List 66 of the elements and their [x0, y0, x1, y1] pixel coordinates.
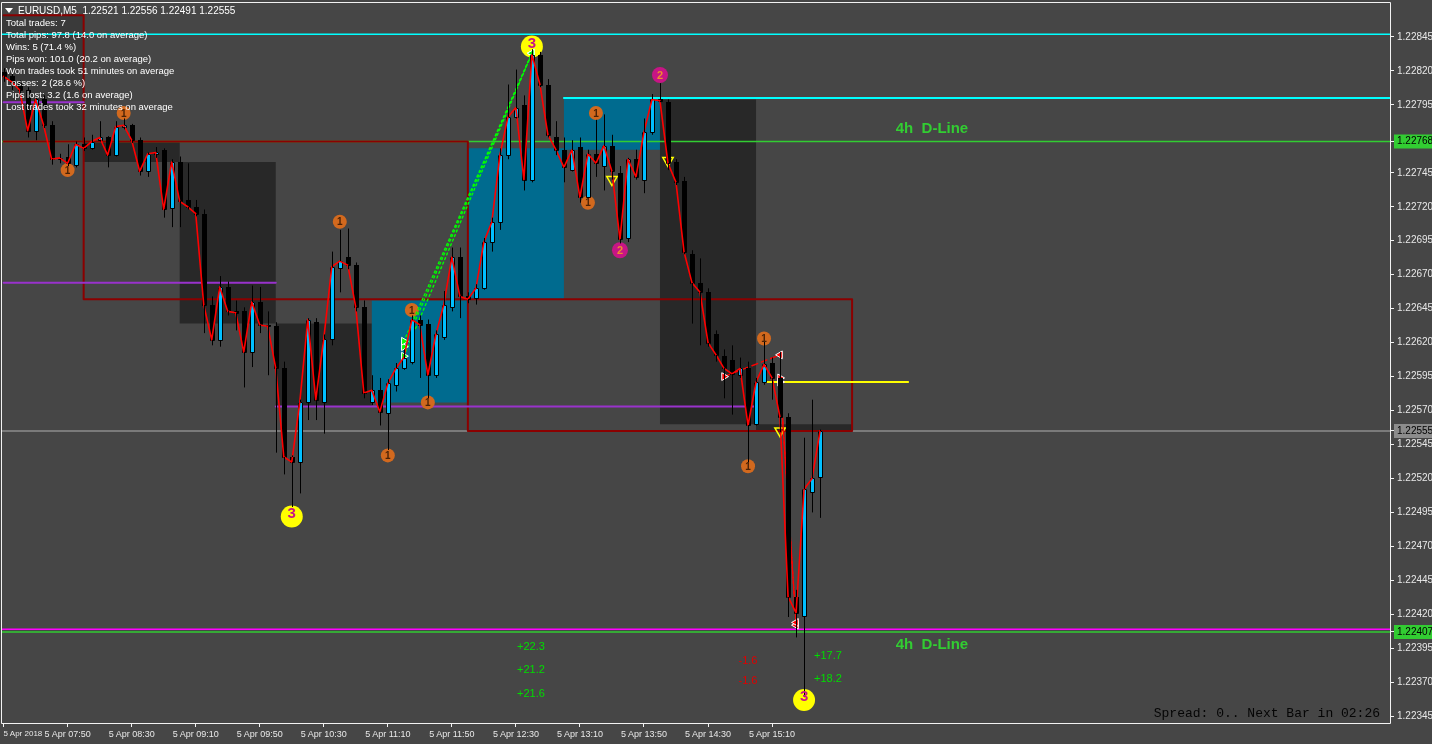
y-tick-label: 1.22407	[1397, 625, 1432, 637]
annotation: 1	[409, 304, 416, 316]
x-tick-label: 5 Apr 11:10	[365, 728, 411, 739]
y-tick-label: 1.22370	[1397, 676, 1432, 687]
annotation: +21.2	[517, 663, 545, 676]
annotation: Pips won: 101.0 (20.2 on average)	[6, 52, 152, 64]
annotation: 1	[593, 107, 600, 119]
annotation: 1	[761, 333, 768, 345]
chart-title: EURUSD,M5 1.22521 1.22556 1.22491 1.22555	[18, 4, 236, 16]
y-tick-label: 1.22545	[1397, 438, 1432, 450]
annotation: +21.6	[517, 687, 545, 700]
y-tick-label: 1.22420	[1397, 608, 1432, 620]
annotation: 1	[64, 164, 71, 176]
x-tick-label: 5 Apr 10:30	[300, 728, 347, 739]
y-tick-label: 1.22595	[1397, 370, 1432, 382]
annotation: 1	[385, 450, 392, 462]
annotation: 2	[656, 69, 664, 82]
annotation: +18.2	[814, 672, 842, 685]
y-tick-label: 1.22470	[1397, 540, 1432, 552]
annotation: 3	[527, 33, 537, 51]
annotation: Spread: 0.. Next Bar in 02:26	[1153, 706, 1380, 722]
y-tick-label: 1.22520	[1397, 472, 1432, 484]
annotation: 1	[585, 197, 592, 209]
y-tick-label: 1.22445	[1397, 574, 1432, 586]
annotation: +22.3	[517, 640, 545, 653]
x-tick-label: 5 Apr 13:50	[620, 728, 667, 739]
y-tick-label: 1.22620	[1397, 336, 1432, 348]
annotation: 3	[287, 503, 296, 521]
y-tick-label: 1.22720	[1397, 200, 1432, 212]
annotation: 2	[616, 244, 624, 257]
y-tick-label: 1.22745	[1397, 166, 1432, 178]
y-tick-label: 1.22645	[1397, 302, 1432, 314]
annotation: 1	[425, 397, 432, 409]
annotation: -1.6	[738, 654, 758, 667]
annotation: +17.7	[814, 649, 842, 662]
x-tick-label: 5 Apr 09:10	[172, 728, 219, 739]
y-tick-label: 1.22795	[1397, 98, 1432, 110]
y-tick-label: 1.22670	[1397, 268, 1432, 280]
annotation: Won trades took 51 minutes on average	[6, 64, 175, 76]
y-tick-label: 1.22395	[1397, 642, 1432, 654]
annotation: 1	[337, 216, 344, 228]
x-tick-label: 5 Apr 14:30	[684, 728, 732, 739]
annotation: 1	[745, 461, 752, 472]
x-tick-label: 5 Apr 08:30	[108, 728, 155, 739]
y-tick-label: 1.22820	[1397, 64, 1432, 76]
y-tick-label: 1.22695	[1397, 234, 1432, 246]
y-tick-label: 1.22495	[1397, 506, 1432, 518]
annotation: -1.6	[738, 674, 758, 687]
annotation: Pips lost: 3.2 (1.6 on average)	[6, 88, 133, 100]
annotation: Total trades: 7	[6, 16, 66, 28]
ref-line-label: 4h D-Line	[895, 118, 969, 136]
x-tick-label: 5 Apr 11:50	[429, 728, 475, 739]
x-tick-label: 5 Apr 2018	[3, 729, 43, 738]
x-tick-label: 5 Apr 07:50	[44, 728, 91, 739]
ref-line-label: 4h D-Line	[895, 635, 969, 653]
annotation: Wins: 5 (71.4 %)	[6, 40, 77, 52]
x-tick-label: 5 Apr 15:10	[749, 728, 796, 739]
y-tick-label: 1.22845	[1397, 30, 1432, 42]
annotation: 3	[799, 687, 809, 705]
y-tick-label: 1.22768	[1397, 135, 1432, 147]
x-tick-label: 5 Apr 13:10	[556, 728, 603, 739]
x-tick-label: 5 Apr 12:30	[492, 728, 539, 739]
y-tick-label: 1.22555	[1397, 424, 1432, 436]
y-tick-label: 1.22570	[1397, 404, 1432, 416]
x-tick-label: 5 Apr 09:50	[236, 728, 283, 739]
y-tick-label: 1.22345	[1397, 709, 1432, 721]
